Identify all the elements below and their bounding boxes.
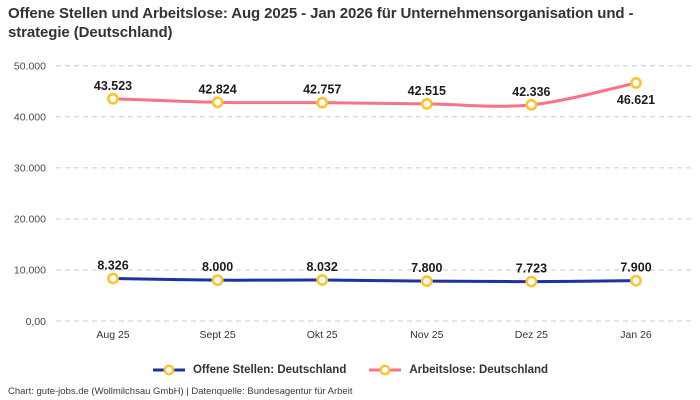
- data-point-marker[interactable]: [107, 272, 119, 285]
- data-point-marker[interactable]: [420, 275, 433, 288]
- x-axis-label: Nov 25: [410, 329, 443, 341]
- data-point-marker[interactable]: [525, 98, 538, 111]
- x-axis-label: Dez 25: [515, 329, 548, 341]
- data-point-marker[interactable]: [630, 274, 642, 287]
- data-point-marker[interactable]: [630, 77, 642, 89]
- data-point-marker[interactable]: [420, 98, 433, 110]
- x-axis-label: Aug 25: [96, 329, 129, 341]
- data-point-label: 7.900: [620, 261, 651, 275]
- data-point-marker[interactable]: [525, 275, 538, 288]
- data-point-label: 43.523: [94, 79, 132, 93]
- line-chart: 0,00 10.000 20.000 30.000 40.000 50.000 Aug 25…: [14, 61, 692, 341]
- x-axis-label: Sept 25: [199, 329, 235, 341]
- y-axis-tick-label: 0,00: [26, 316, 47, 328]
- data-point-label: 42.515: [408, 84, 446, 98]
- legend-label: Offene Stellen: Deutschland: [192, 364, 347, 376]
- y-axis-tick-label: 40.000: [14, 112, 46, 124]
- series-line-arbeitslose-deutschland: [111, 81, 638, 108]
- blue-line-marker-icon: [152, 364, 185, 376]
- x-axis-label: Jan 26: [620, 329, 652, 341]
- data-point-marker[interactable]: [107, 92, 119, 105]
- y-axis-tick-label: 30.000: [14, 163, 46, 175]
- data-point-label: 42.824: [198, 82, 236, 96]
- y-axis-tick-label: 10.000: [14, 265, 46, 277]
- series-line-offene-stellen-deutschland: [111, 276, 638, 284]
- legend-label: Arbeitslose: Deutschland: [409, 364, 549, 376]
- legend-item-arbeitslose[interactable]: Arbeitslose: Deutschland: [368, 364, 548, 376]
- y-axis-tick-label: 50.000: [14, 61, 46, 73]
- y-axis-tick-label: 20.000: [14, 214, 46, 226]
- pink-line-marker-icon: [369, 364, 402, 376]
- data-point-marker[interactable]: [211, 96, 224, 109]
- data-point-label: 8.000: [202, 260, 233, 274]
- data-point-label: 7.800: [411, 261, 442, 275]
- data-point-label: 7.723: [516, 262, 547, 276]
- data-point-label: 46.621: [617, 93, 655, 107]
- legend-item-offene-stellen[interactable]: Offene Stellen: Deutschland: [152, 364, 346, 376]
- data-point-label: 8.326: [97, 258, 128, 272]
- data-point-marker[interactable]: [316, 274, 329, 286]
- attribution: Chart: gute-jobs.de (Wollmilchsau GmbH) …: [8, 386, 353, 397]
- data-point-label: 42.336: [512, 85, 550, 99]
- x-axis-label: Okt 25: [307, 329, 338, 341]
- data-point-label: 8.032: [307, 260, 338, 274]
- chart-legend: Offene Stellen: Deutschland Arbeitslose:…: [0, 360, 700, 380]
- chart-title: Offene Stellen und Arbeitslose: Aug 2025…: [8, 5, 634, 42]
- data-point-marker[interactable]: [211, 274, 224, 287]
- data-point-marker[interactable]: [316, 96, 329, 109]
- data-point-label: 42.757: [303, 83, 341, 97]
